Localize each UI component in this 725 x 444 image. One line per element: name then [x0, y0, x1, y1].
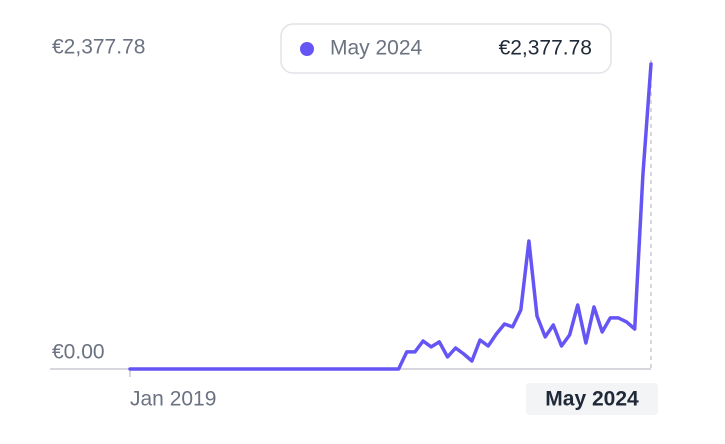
x-tick-label-active: May 2024	[545, 388, 639, 411]
active-label-bg	[526, 383, 658, 415]
tooltip-box	[280, 23, 612, 74]
series-line	[128, 62, 653, 371]
y-tick-label: €2,377.78	[52, 36, 145, 59]
x-tick-label: Jan 2019	[130, 388, 216, 411]
tooltip-dot	[300, 42, 314, 56]
tooltip-value: €2,377.78	[499, 37, 592, 60]
y-tick-label: €0.00	[52, 341, 105, 364]
tooltip-category: May 2024	[330, 37, 423, 60]
tooltip: May 2024 €2,377.78	[280, 23, 612, 74]
